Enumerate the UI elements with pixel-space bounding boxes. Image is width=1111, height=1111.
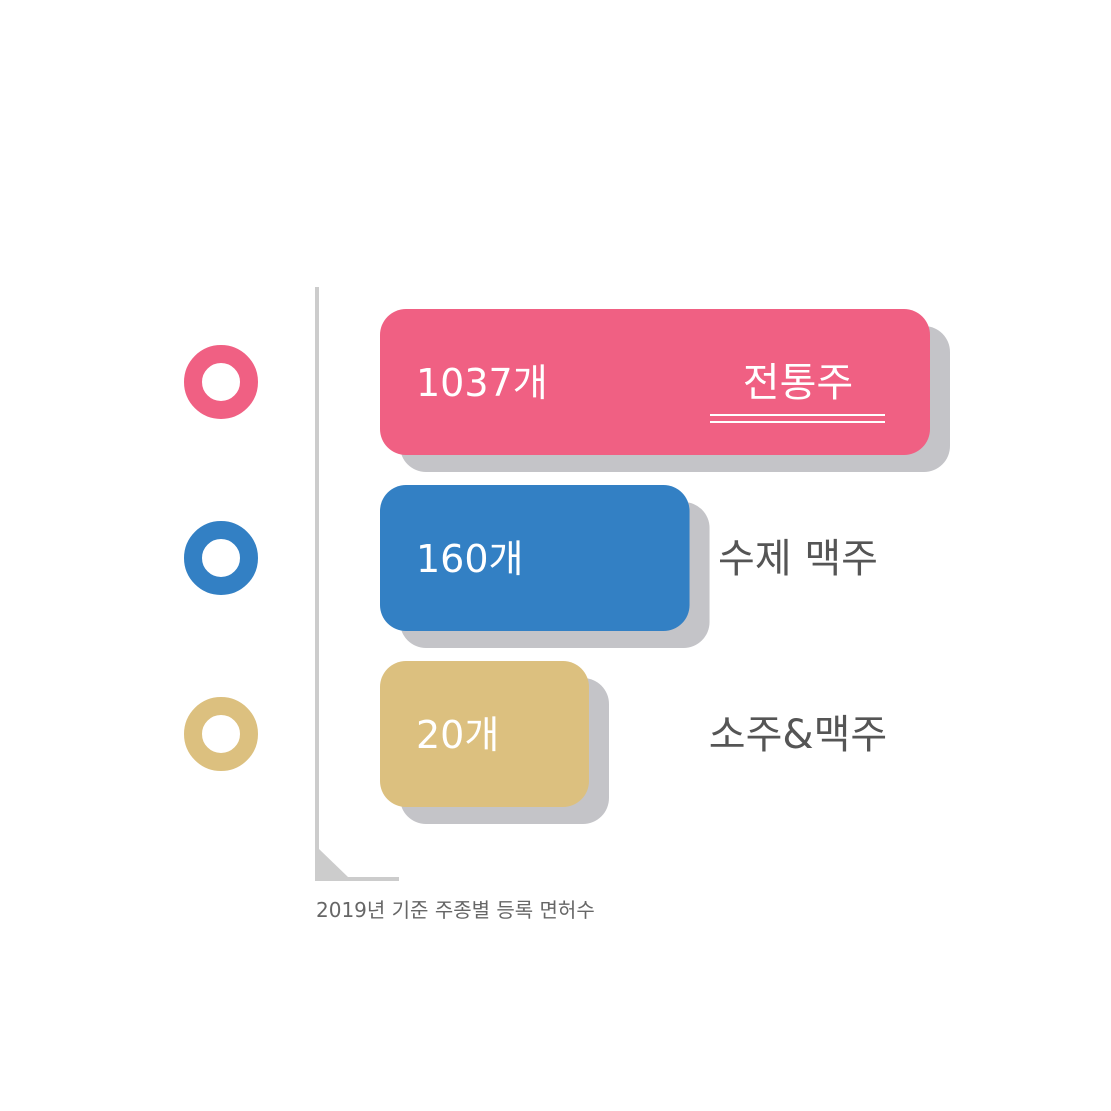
- highlight-underline: [710, 414, 885, 416]
- axis-corner: [319, 849, 348, 877]
- category-label: 전통주: [743, 360, 853, 406]
- bar: [380, 309, 930, 455]
- axis-line-vertical: [315, 287, 319, 881]
- ring-marker-icon: [184, 345, 258, 419]
- bar-group: 1037개 전통주 160개 수제 맥주 20개 소주&맥주: [184, 309, 950, 824]
- bar-value-label: 20개: [416, 713, 499, 757]
- chart-axis: [315, 287, 399, 881]
- ring-marker-icon: [184, 521, 258, 595]
- bar: [380, 485, 690, 631]
- ring-marker-icon: [184, 697, 258, 771]
- chart-caption: 2019년 기준 주종별 등록 면허수: [316, 898, 595, 922]
- highlight-underline: [710, 421, 885, 423]
- category-label: 소주&맥주: [709, 712, 887, 758]
- bar-value-label: 160개: [416, 537, 524, 581]
- bar-value-label: 1037개: [416, 361, 548, 405]
- bar: [380, 661, 589, 807]
- axis-line-horizontal: [315, 877, 399, 881]
- category-label: 수제 맥주: [718, 536, 878, 582]
